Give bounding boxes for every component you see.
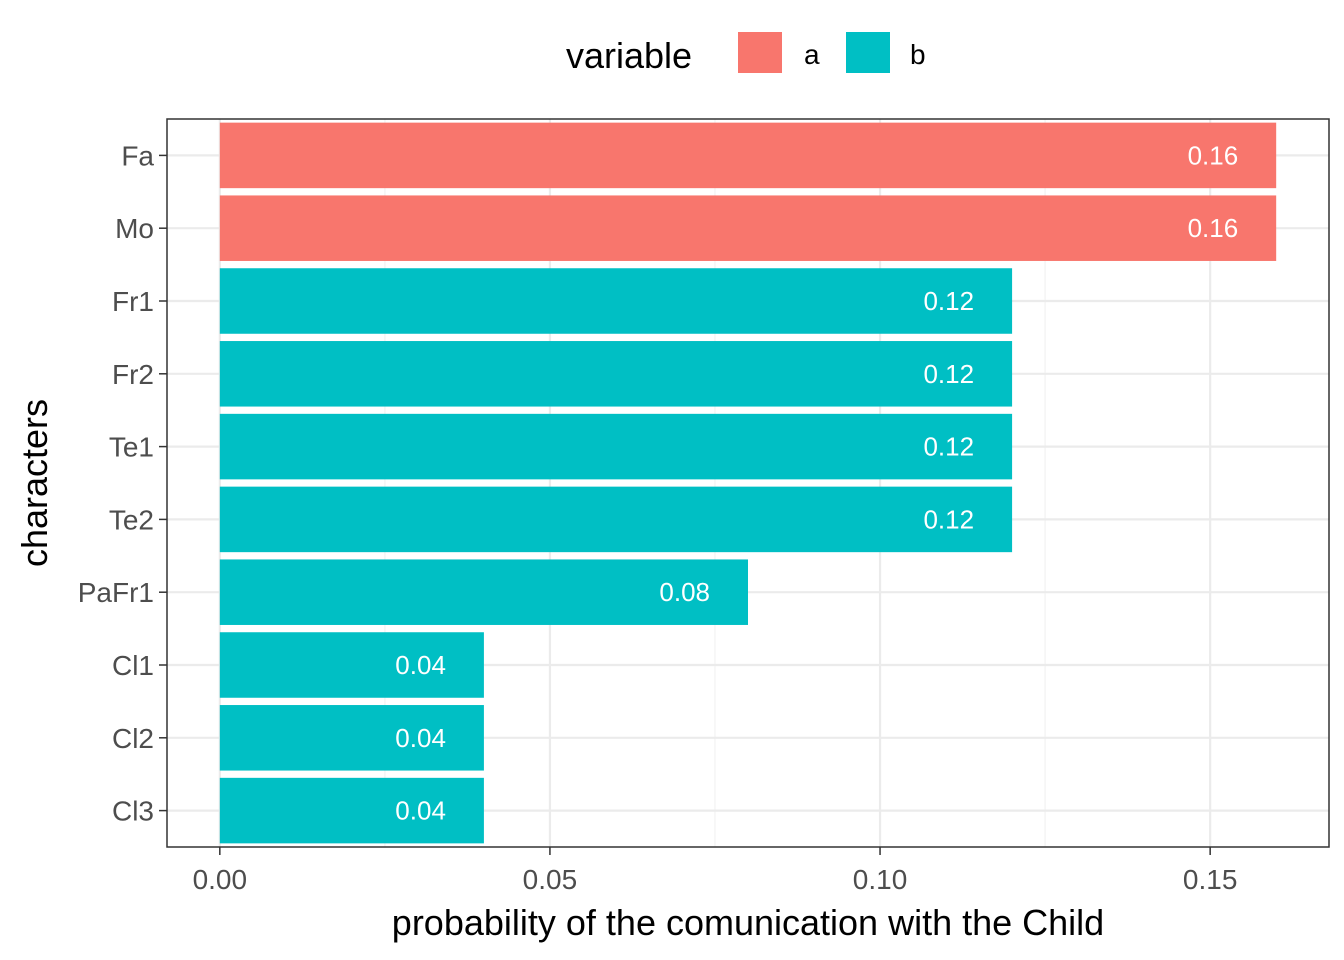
legend-title: variable [566, 35, 692, 76]
bar-Cl2 [219, 705, 484, 771]
y-tick-label-Te2: Te2 [109, 504, 154, 535]
bar-Cl1 [219, 632, 484, 698]
x-tick-label: 0.10 [853, 864, 908, 895]
bar-Mo [219, 195, 1277, 261]
bar-label-Fr2: 0.12 [923, 359, 974, 389]
x-tick-label: 0.15 [1183, 864, 1238, 895]
bars [219, 122, 1277, 844]
bar-Te2 [219, 486, 1013, 553]
plot-border [166, 118, 1330, 848]
y-tick-label-PaFr1: PaFr1 [78, 577, 154, 608]
y-tick-label-Cl2: Cl2 [112, 723, 154, 754]
bar-Te1 [219, 413, 1013, 480]
y-tick-label-Cl1: Cl1 [112, 650, 154, 681]
bar-Fa [219, 122, 1277, 189]
bar-label-Cl2: 0.04 [395, 723, 446, 753]
bar-label-PaFr1: 0.08 [659, 577, 710, 607]
bar-label-Cl1: 0.04 [395, 650, 446, 680]
y-tick-label-Mo: Mo [115, 213, 154, 244]
y-axis-title: characters [14, 399, 55, 567]
y-tick-label-Fr2: Fr2 [112, 359, 154, 390]
bar-Fr1 [219, 268, 1013, 334]
x-tick-label: 0.05 [523, 864, 578, 895]
bar-Cl3 [219, 777, 484, 844]
bar-label-Te2: 0.12 [923, 504, 974, 534]
y-tick-label-Fr1: Fr1 [112, 286, 154, 317]
legend-label-b: b [910, 39, 926, 70]
y-axis: Fa Mo Fr1 Fr2 Te1 Te2 PaFr1 Cl1 Cl2 Cl3 [78, 140, 167, 827]
bar-Fr2 [219, 341, 1013, 407]
x-axis: 0.00 0.05 0.10 0.15 [193, 847, 1238, 895]
x-axis-title: probability of the comunication with the… [392, 902, 1104, 943]
bar-PaFr1 [219, 559, 748, 625]
bar-label-Mo: 0.16 [1188, 213, 1239, 243]
x-tick-label: 0.00 [193, 864, 248, 895]
y-tick-label-Cl3: Cl3 [112, 796, 154, 827]
bar-labels: 0.16 0.16 0.12 0.12 0.12 0.12 0.08 0.04 0.04 0.04 [395, 140, 1238, 825]
legend: variable a b [566, 32, 926, 76]
bar-label-Fa: 0.16 [1188, 140, 1239, 170]
y-tick-label-Te1: Te1 [109, 432, 154, 463]
legend-label-a: a [804, 39, 820, 70]
y-tick-label-Fa: Fa [121, 140, 154, 171]
bar-label-Fr1: 0.12 [923, 286, 974, 316]
legend-swatch-a [738, 32, 782, 73]
legend-swatch-b [846, 32, 890, 73]
bar-label-Cl3: 0.04 [395, 796, 446, 826]
bar-label-Te1: 0.12 [923, 432, 974, 462]
